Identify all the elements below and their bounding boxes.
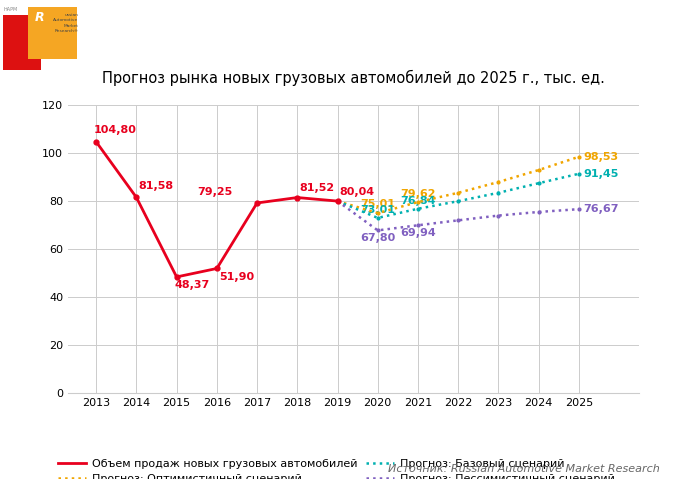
Объем продаж новых грузовых автомобилей: [253, 200, 261, 206]
Text: НАРМ: НАРМ: [3, 7, 18, 12]
Прогноз: Оптимистичный сценарий: (2.02e+03, 79.6): Оптимистичный сценарий: (2.02e+03, 79.6): [414, 199, 422, 205]
Прогноз: Пессимистичный сценарий: (2.02e+03, 76.7): Пессимистичный сценарий: (2.02e+03, 76.7…: [575, 206, 583, 212]
Прогноз: Базовый сценарий: (2.02e+03, 76.8): Базовый сценарий: (2.02e+03, 76.8): [414, 206, 422, 212]
Text: 80,04: 80,04: [339, 187, 375, 197]
Прогноз: Базовый сценарий: (2.02e+03, 80): Базовый сценарий: (2.02e+03, 80): [333, 198, 341, 204]
Объем продаж новых грузовых автомобилей: [213, 266, 221, 272]
Line: Прогноз: Пессимистичный сценарий: Прогноз: Пессимистичный сценарий: [335, 198, 581, 233]
Line: Прогноз: Оптимистичный сценарий: Прогноз: Оптимистичный сценарий: [335, 154, 581, 216]
Text: 79,25: 79,25: [198, 187, 233, 197]
Text: 81,52: 81,52: [299, 183, 335, 193]
Объем продаж новых грузовых автомобилей: [133, 194, 141, 200]
Прогноз: Оптимистичный сценарий: (2.02e+03, 75): Оптимистичный сценарий: (2.02e+03, 75): [373, 210, 381, 216]
Прогноз: Оптимистичный сценарий: (2.02e+03, 88): Оптимистичный сценарий: (2.02e+03, 88): [494, 179, 503, 185]
Прогноз: Пессимистичный сценарий: (2.02e+03, 69.9): Пессимистичный сценарий: (2.02e+03, 69.9…: [414, 222, 422, 228]
Text: ussian
Automotive
Market
Research®: ussian Automotive Market Research®: [53, 13, 79, 33]
Text: 69,94: 69,94: [400, 228, 436, 238]
Text: 98,53: 98,53: [583, 152, 619, 162]
Прогноз: Оптимистичный сценарий: (2.02e+03, 93): Оптимистичный сценарий: (2.02e+03, 93): [534, 167, 543, 173]
Прогноз: Оптимистичный сценарий: (2.02e+03, 98.5): Оптимистичный сценарий: (2.02e+03, 98.5): [575, 154, 583, 160]
Text: 91,45: 91,45: [583, 169, 619, 179]
Bar: [28, 7, 77, 59]
Прогноз: Пессимистичный сценарий: (2.02e+03, 75.5): Пессимистичный сценарий: (2.02e+03, 75.5…: [534, 209, 543, 215]
Text: Прогноз рынка новых грузовых автомобилей до 2025 г., тыс. ед.: Прогноз рынка новых грузовых автомобилей…: [102, 70, 605, 86]
Прогноз: Пессимистичный сценарий: (2.02e+03, 80): Пессимистичный сценарий: (2.02e+03, 80): [333, 198, 341, 204]
Прогноз: Базовый сценарий: (2.02e+03, 87.5): Базовый сценарий: (2.02e+03, 87.5): [534, 181, 543, 186]
Прогноз: Базовый сценарий: (2.02e+03, 83.5): Базовый сценарий: (2.02e+03, 83.5): [494, 190, 503, 196]
Text: 73,01: 73,01: [360, 205, 395, 215]
Прогноз: Базовый сценарий: (2.02e+03, 91.5): Базовый сценарий: (2.02e+03, 91.5): [575, 171, 583, 177]
Прогноз: Базовый сценарий: (2.02e+03, 80): Базовый сценарий: (2.02e+03, 80): [454, 198, 462, 204]
Text: 76,84: 76,84: [401, 196, 436, 206]
Text: Источник: Russian Automotive Market Research: Источник: Russian Automotive Market Rese…: [388, 464, 660, 474]
Объем продаж новых грузовых автомобилей: [293, 194, 301, 200]
Text: 51,90: 51,90: [219, 272, 254, 282]
Text: 104,80: 104,80: [94, 125, 137, 135]
Text: 67,80: 67,80: [360, 233, 395, 243]
Объем продаж новых грузовых автомобилей: [173, 274, 181, 280]
Прогноз: Базовый сценарий: (2.02e+03, 73): Базовый сценарий: (2.02e+03, 73): [373, 215, 381, 221]
Объем продаж новых грузовых автомобилей: [92, 139, 100, 145]
Bar: [3, 15, 41, 70]
Text: 75,01: 75,01: [360, 199, 395, 209]
Прогноз: Оптимистичный сценарий: (2.02e+03, 83.5): Оптимистичный сценарий: (2.02e+03, 83.5): [454, 190, 462, 196]
Text: 79,62: 79,62: [401, 189, 436, 199]
Прогноз: Пессимистичный сценарий: (2.02e+03, 74): Пессимистичный сценарий: (2.02e+03, 74): [494, 213, 503, 218]
Прогноз: Оптимистичный сценарий: (2.02e+03, 80): Оптимистичный сценарий: (2.02e+03, 80): [333, 198, 341, 204]
Text: 48,37: 48,37: [175, 280, 210, 290]
Прогноз: Пессимистичный сценарий: (2.02e+03, 72): Пессимистичный сценарий: (2.02e+03, 72): [454, 217, 462, 223]
Text: 76,67: 76,67: [583, 204, 619, 214]
Text: R: R: [34, 11, 44, 24]
Line: Объем продаж новых грузовых автомобилей: Объем продаж новых грузовых автомобилей: [94, 139, 340, 279]
Text: 81,58: 81,58: [139, 182, 173, 192]
Прогноз: Пессимистичный сценарий: (2.02e+03, 67.8): Пессимистичный сценарий: (2.02e+03, 67.8…: [373, 228, 381, 233]
Объем продаж новых грузовых автомобилей: [333, 198, 341, 204]
Line: Прогноз: Базовый сценарий: Прогноз: Базовый сценарий: [335, 171, 581, 221]
Legend: Объем продаж новых грузовых автомобилей, Прогноз: Оптимистичный сценарий, Прогно: Объем продаж новых грузовых автомобилей,…: [58, 459, 615, 479]
